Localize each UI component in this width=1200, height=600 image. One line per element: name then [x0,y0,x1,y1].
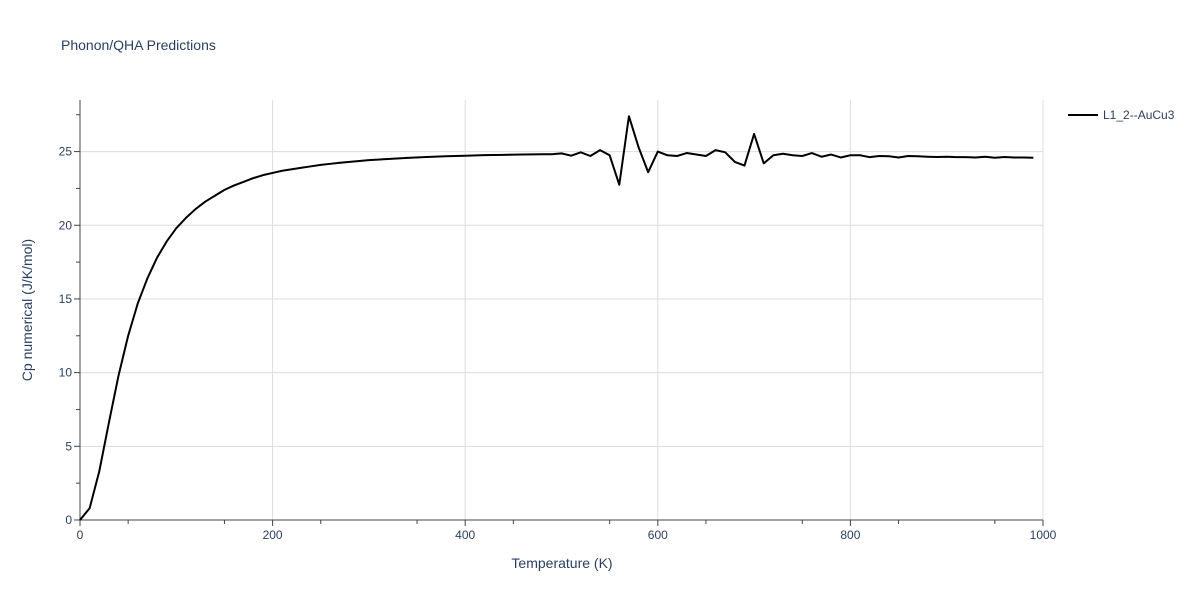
chart-title: Phonon/QHA Predictions [61,37,216,53]
x-tick-label: 1000 [1030,528,1057,542]
y-axis-title: Cp numerical (J/K/mol) [19,239,35,381]
x-tick-label: 600 [648,528,668,542]
legend[interactable]: L1_2--AuCu3 [1068,108,1175,122]
legend-label: L1_2--AuCu3 [1103,108,1175,122]
grid [80,100,1044,520]
axes: 0 200 400 600 800 1000 0 5 10 15 20 25 [59,100,1057,542]
x-axis-title: Temperature (K) [511,555,612,571]
series-line[interactable] [79,115,1034,521]
x-tick-label: 400 [455,528,475,542]
y-tick-label: 15 [59,292,73,306]
x-tick-label: 0 [77,528,84,542]
x-tick-label: 200 [263,528,283,542]
y-tick-label: 20 [59,218,73,232]
series-layer [79,115,1034,521]
y-tick-label: 0 [65,513,72,527]
y-tick-label: 25 [59,145,73,159]
y-tick-label: 5 [65,439,72,453]
x-tick-label: 800 [840,528,860,542]
y-tick-label: 10 [59,366,73,380]
